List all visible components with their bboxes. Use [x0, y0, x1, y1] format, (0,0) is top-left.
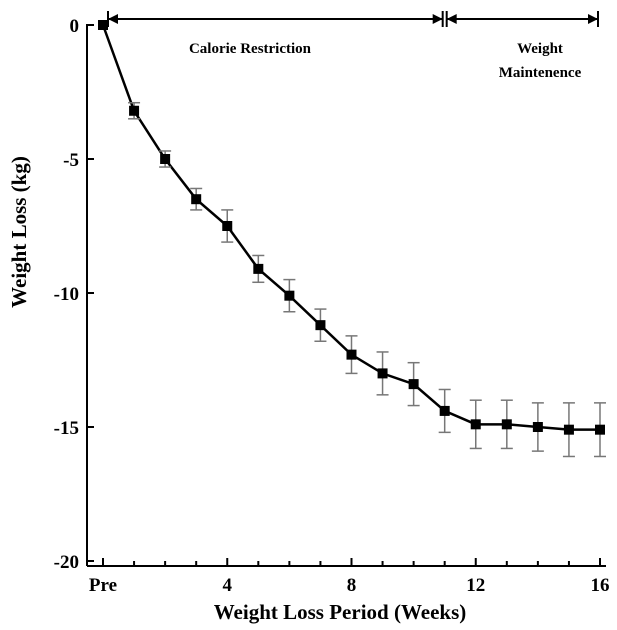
data-point: [284, 290, 295, 301]
phase-arrow-head-right: [588, 14, 598, 24]
y-tick-label: -5: [63, 150, 79, 171]
data-point: [563, 424, 574, 435]
data-point: [160, 154, 171, 164]
data-point: [129, 105, 140, 116]
data-point: [377, 368, 388, 379]
phase-annotations: Calorie Restriction Weight Maintenence: [107, 11, 599, 81]
data-point: [253, 263, 264, 274]
phase-label: Calorie Restriction: [189, 41, 312, 57]
y-axis-title: Weight Loss (kg): [7, 156, 31, 308]
x-tick-label: 16: [591, 575, 610, 596]
data-point: [315, 320, 326, 331]
data-point: [470, 419, 481, 430]
data-point: [191, 194, 202, 205]
x-ticks: Pre 4 8 12 16: [89, 558, 610, 596]
phase-label: Weight Maintenence: [499, 41, 582, 81]
plot-area: [98, 20, 606, 458]
y-ticks: 0 -5 -10 -15 -20: [54, 16, 94, 573]
axes: 0 -5 -10 -15 -20 Pre 4 8 12 16: [54, 16, 610, 596]
y-tick-label: -20: [54, 552, 79, 573]
x-axis-title: Weight Loss Period (Weeks): [214, 600, 467, 624]
data-point: [222, 221, 233, 231]
data-point: [98, 20, 108, 30]
x-tick-label: Pre: [89, 575, 117, 596]
x-tick-label: 4: [223, 575, 233, 596]
phase-arrow-head-left: [108, 14, 118, 24]
x-tick-label: 8: [347, 575, 357, 596]
data-point: [408, 379, 419, 390]
x-tick-label: 12: [466, 575, 485, 596]
y-tick-label: -15: [54, 418, 79, 439]
y-tick-label: 0: [70, 16, 80, 37]
data-point: [595, 424, 605, 435]
y-tick-label: -10: [54, 284, 79, 305]
data-point: [501, 419, 512, 430]
data-point: [532, 422, 543, 432]
phase-arrow-head-left: [446, 14, 457, 24]
data-point: [346, 349, 357, 360]
phase-arrow-head-right: [432, 14, 443, 24]
data-point: [439, 405, 450, 416]
